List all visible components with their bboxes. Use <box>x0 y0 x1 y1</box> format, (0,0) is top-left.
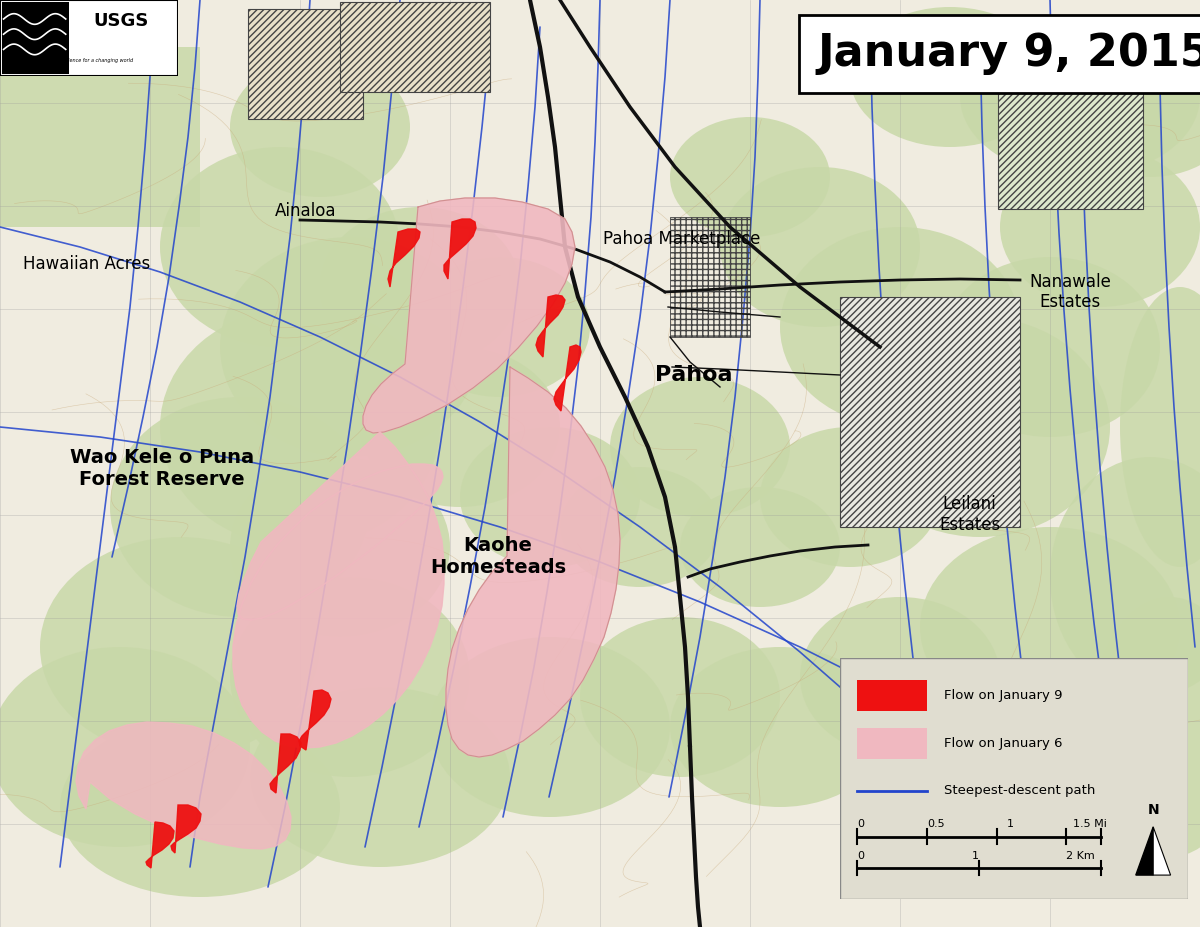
Text: science for a changing world: science for a changing world <box>62 58 133 63</box>
Text: 1: 1 <box>1007 819 1014 830</box>
Ellipse shape <box>800 597 1000 757</box>
Bar <box>340 2 490 92</box>
Ellipse shape <box>230 57 410 197</box>
Ellipse shape <box>940 257 1160 437</box>
Bar <box>998 34 1142 209</box>
Text: 0.5: 0.5 <box>928 819 944 830</box>
Text: Ainaloa: Ainaloa <box>275 202 337 221</box>
Text: January 9, 2015: January 9, 2015 <box>817 32 1200 75</box>
Ellipse shape <box>560 467 720 587</box>
Text: 1.5 Mi: 1.5 Mi <box>1073 819 1108 830</box>
Polygon shape <box>388 229 420 287</box>
Ellipse shape <box>410 257 590 397</box>
Text: Flow on January 9: Flow on January 9 <box>944 689 1063 702</box>
Polygon shape <box>364 198 575 433</box>
Bar <box>857 728 928 759</box>
Text: Nanawale
Estates: Nanawale Estates <box>1030 273 1111 311</box>
Bar <box>857 679 928 711</box>
Ellipse shape <box>920 527 1180 727</box>
Ellipse shape <box>610 377 790 517</box>
Ellipse shape <box>1000 147 1200 307</box>
Polygon shape <box>146 822 174 868</box>
Text: 0: 0 <box>857 851 864 861</box>
Bar <box>0 47 200 227</box>
Polygon shape <box>76 722 292 849</box>
Ellipse shape <box>850 317 1110 537</box>
Ellipse shape <box>460 427 640 567</box>
Polygon shape <box>1135 827 1153 875</box>
Bar <box>840 297 1020 527</box>
Text: Pahoa Marketplace: Pahoa Marketplace <box>602 230 761 248</box>
Text: Kaohe
Homesteads: Kaohe Homesteads <box>430 536 566 577</box>
Bar <box>248 9 364 119</box>
Text: Flow on January 6: Flow on January 6 <box>944 737 1063 750</box>
Text: Pāhoa: Pāhoa <box>655 365 732 386</box>
Ellipse shape <box>780 227 1020 427</box>
Polygon shape <box>299 690 331 750</box>
Ellipse shape <box>430 637 670 817</box>
Ellipse shape <box>670 647 890 807</box>
Ellipse shape <box>160 307 440 547</box>
Ellipse shape <box>1090 597 1200 857</box>
Polygon shape <box>1153 827 1171 875</box>
Ellipse shape <box>850 7 1050 147</box>
Ellipse shape <box>960 17 1200 177</box>
Text: Leilani
Estates: Leilani Estates <box>938 495 1001 534</box>
Ellipse shape <box>670 117 830 237</box>
Text: 0: 0 <box>857 819 864 830</box>
Ellipse shape <box>250 687 510 867</box>
Ellipse shape <box>760 427 940 567</box>
Polygon shape <box>172 805 202 853</box>
Ellipse shape <box>1050 457 1200 697</box>
Text: N: N <box>1147 803 1159 818</box>
Ellipse shape <box>110 397 370 617</box>
Ellipse shape <box>1120 287 1200 567</box>
Ellipse shape <box>230 457 450 637</box>
Ellipse shape <box>160 147 400 347</box>
Ellipse shape <box>720 167 920 327</box>
Ellipse shape <box>360 347 560 507</box>
Text: 2 Km: 2 Km <box>1067 851 1094 861</box>
Text: Steepest-descent path: Steepest-descent path <box>944 784 1096 797</box>
Ellipse shape <box>40 537 320 757</box>
Ellipse shape <box>60 717 340 897</box>
Ellipse shape <box>220 237 480 457</box>
Polygon shape <box>554 345 581 411</box>
Polygon shape <box>446 367 620 757</box>
Text: 1: 1 <box>972 851 979 861</box>
Polygon shape <box>233 432 444 748</box>
Polygon shape <box>444 219 476 279</box>
Ellipse shape <box>680 487 840 607</box>
Polygon shape <box>536 295 565 357</box>
Ellipse shape <box>1060 37 1200 177</box>
Ellipse shape <box>230 577 470 777</box>
Bar <box>670 217 750 337</box>
Text: Hawaiian Acres: Hawaiian Acres <box>23 255 150 273</box>
Ellipse shape <box>320 207 520 367</box>
Text: USGS: USGS <box>94 12 149 31</box>
Ellipse shape <box>580 617 780 777</box>
Polygon shape <box>270 734 301 793</box>
Bar <box>1 2 70 74</box>
Ellipse shape <box>0 647 250 847</box>
Text: Wao Kele o Puna
Forest Reserve: Wao Kele o Puna Forest Reserve <box>70 448 254 489</box>
